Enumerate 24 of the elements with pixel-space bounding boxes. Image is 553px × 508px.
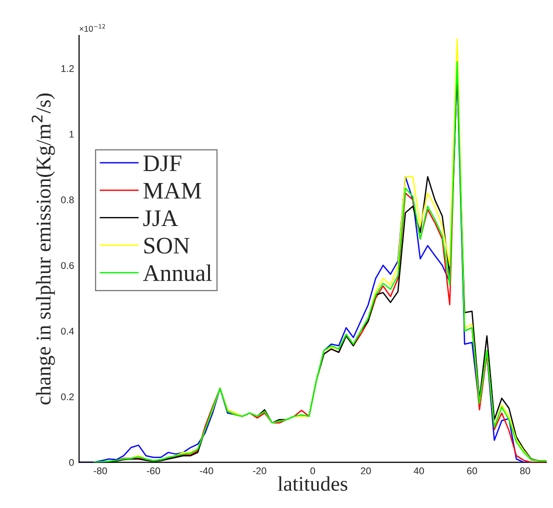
y-tick-label: 1.2 <box>61 65 74 72</box>
y-tick-label: 1 <box>70 130 74 138</box>
x-tick-label: -20 <box>253 467 266 474</box>
x-tick-label: 40 <box>414 467 424 474</box>
y-tick-label: 0.2 <box>61 393 74 400</box>
x-tick-label: -40 <box>200 467 214 474</box>
text: ×10$^{−12}$ <box>80 24 106 32</box>
legend-label: JJA <box>143 210 178 226</box>
legend-label: Annual <box>143 264 212 282</box>
x-tick-label: 60 <box>467 467 478 474</box>
legend-label: MAM <box>143 182 202 198</box>
x-tick-label: 80 <box>520 467 530 474</box>
x-axis-title: latitudes <box>278 476 348 491</box>
y-axis-title: change in sulphur emission(Kg/m$^{2}$/s) <box>32 94 55 404</box>
legend-label: DJF <box>143 156 182 172</box>
x-tick-label: -60 <box>146 467 160 474</box>
x-tick-label: 0 <box>310 467 316 474</box>
y-tick-label: 0.6 <box>61 262 74 269</box>
x-tick-label: 20 <box>360 467 371 474</box>
y-tick-label: 0.8 <box>61 196 74 204</box>
y-tick-label: 0 <box>69 459 74 466</box>
x-tick-label: -80 <box>94 467 107 474</box>
y-tick-label: 0.4 <box>61 328 74 335</box>
legend-label: SON <box>144 238 190 254</box>
